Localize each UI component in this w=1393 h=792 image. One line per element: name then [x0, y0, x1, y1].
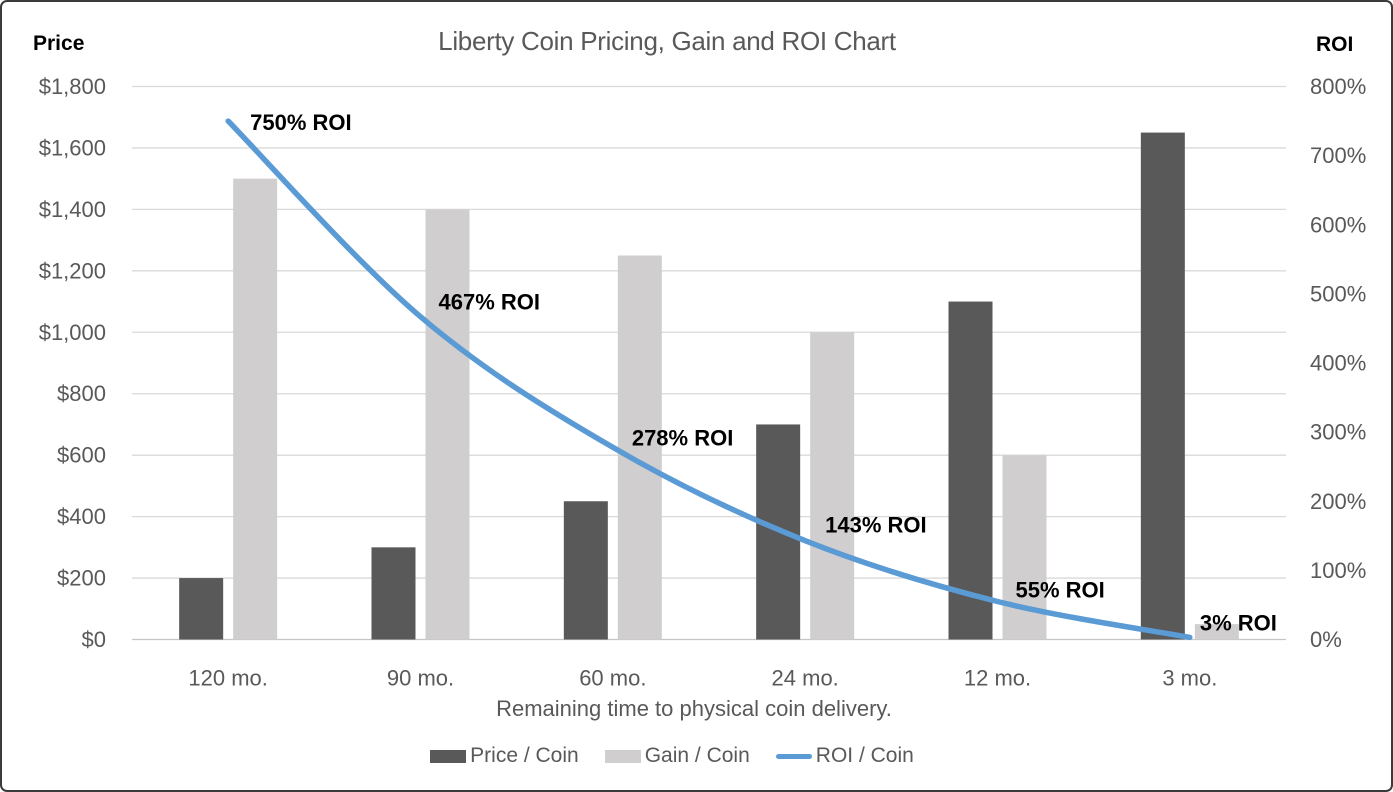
roi-line	[225, 118, 1193, 641]
left-axis-tick: $1,800	[39, 74, 106, 99]
right-axis-tick: 200%	[1310, 489, 1366, 514]
right-axis-tick: 800%	[1310, 74, 1366, 99]
right-axis-tick: 100%	[1310, 558, 1366, 583]
left-axis-tick: $200	[57, 566, 106, 591]
x-axis-tick: 60 mo.	[579, 666, 646, 691]
legend-item-roi-coin: ROI / Coin	[775, 744, 914, 768]
left-axis-tick: $1,400	[39, 197, 106, 222]
right-axis-tick: 700%	[1310, 143, 1366, 168]
gain-bar	[617, 255, 662, 640]
gain-bar-swatch-icon	[604, 749, 641, 763]
x-axis-tick: 90 mo.	[387, 666, 454, 691]
price-bar	[1140, 132, 1185, 640]
price-bar-swatch-icon	[430, 749, 467, 763]
left-axis-tick: $1,600	[39, 135, 106, 160]
x-axis-title: Remaining time to physical coin delivery…	[496, 696, 892, 721]
roi-data-label: 143% ROI	[825, 513, 927, 538]
left-axis-tick: $1,200	[39, 258, 106, 283]
left-axis-tick: $1,000	[39, 320, 106, 345]
right-axis-tick: 300%	[1310, 420, 1366, 445]
roi-data-label: 3% ROI	[1200, 610, 1277, 635]
roi-line-swatch-icon	[775, 753, 812, 759]
price-bar	[948, 301, 993, 640]
left-axis-header: Price	[33, 32, 85, 55]
roi-data-label: 750% ROI	[250, 110, 352, 135]
legend-label-gain-coin: Gain / Coin	[644, 744, 750, 767]
left-axis-tick: $400	[57, 504, 106, 529]
roi-data-label: 55% ROI	[1016, 577, 1105, 602]
right-axis-tick: 600%	[1310, 212, 1366, 237]
x-axis-tick: 3 mo.	[1162, 666, 1217, 691]
price-bar	[371, 547, 416, 640]
legend-item-price-coin: Price / Coin	[430, 744, 579, 768]
right-axis-tick: 400%	[1310, 351, 1366, 376]
x-axis-tick: 24 mo.	[772, 666, 839, 691]
left-axis-tick: $0	[82, 627, 106, 652]
legend-label-roi-coin: ROI / Coin	[815, 744, 914, 767]
price-bar	[179, 578, 224, 640]
right-axis-tick: 500%	[1310, 281, 1366, 306]
gain-bar	[425, 209, 470, 640]
right-axis-tick: 0%	[1310, 627, 1342, 652]
x-axis-tick: 120 mo.	[188, 666, 268, 691]
x-axis-tick: 12 mo.	[964, 666, 1031, 691]
left-axis-tick: $800	[57, 381, 106, 406]
legend-item-gain-coin: Gain / Coin	[604, 744, 750, 768]
right-axis-header: ROI	[1316, 33, 1354, 56]
gain-bar	[233, 178, 278, 640]
price-bar	[563, 501, 608, 640]
left-axis-tick: $600	[57, 443, 106, 468]
chart-title: Liberty Coin Pricing, Gain and ROI Chart	[438, 26, 896, 56]
legend-label-price-coin: Price / Coin	[470, 744, 579, 767]
gain-bar	[810, 332, 855, 640]
legend: Price / Coin Gain / Coin ROI / Coin	[2, 744, 1342, 768]
roi-data-label: 467% ROI	[439, 290, 541, 315]
roi-data-label: 278% ROI	[632, 425, 734, 450]
gain-bar	[1194, 624, 1239, 640]
